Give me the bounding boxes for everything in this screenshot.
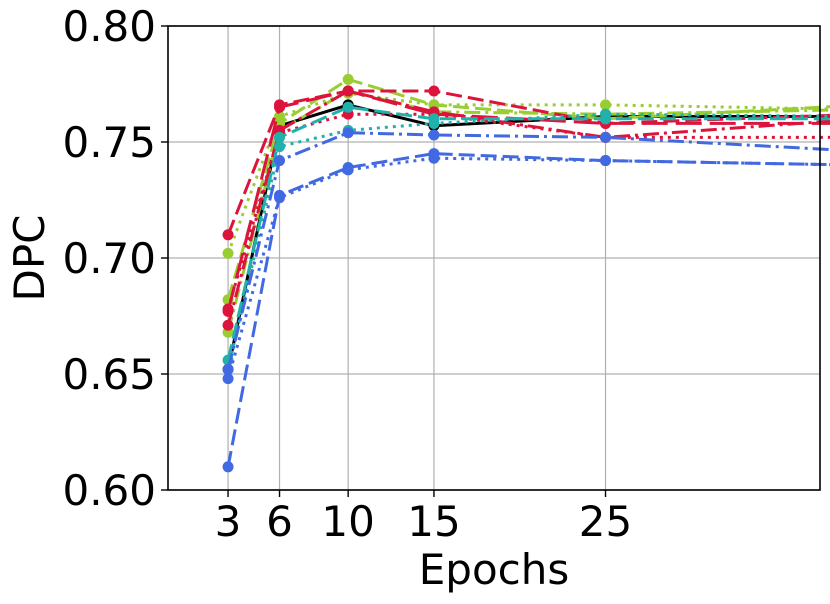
data-point: [222, 461, 234, 473]
data-point: [222, 363, 234, 375]
series-line: [226, 105, 830, 361]
series-line: [226, 89, 830, 236]
data-point: [222, 319, 234, 331]
series-line: [226, 131, 830, 370]
data-point: [222, 305, 234, 317]
data-point: [342, 164, 354, 176]
series-line: [226, 152, 830, 468]
series-5: [222, 108, 830, 315]
series-line: [226, 112, 830, 370]
data-point: [274, 110, 286, 122]
series-line: [226, 89, 830, 312]
y-tick-label: 0.75: [62, 118, 156, 167]
series-12: [222, 127, 830, 375]
data-point: [600, 108, 612, 120]
data-point: [222, 229, 234, 241]
series-8: [222, 101, 830, 366]
y-tick-label: 0.80: [62, 2, 156, 51]
y-tick-label: 0.70: [62, 234, 156, 283]
series-layer: [222, 73, 830, 473]
y-axis-title: DPC: [5, 215, 54, 302]
x-tick-label: 25: [579, 497, 632, 546]
x-tick-label: 6: [266, 497, 293, 546]
series-line: [226, 156, 830, 380]
data-point: [428, 129, 440, 141]
data-point: [428, 85, 440, 97]
data-point: [342, 85, 354, 97]
series-0: [222, 99, 830, 375]
data-point: [274, 141, 286, 153]
data-point: [600, 155, 612, 167]
x-axis-title: Epochs: [419, 545, 570, 594]
series-11: [222, 152, 830, 385]
data-point: [600, 99, 612, 111]
data-point: [274, 101, 286, 113]
y-tick-label: 0.65: [62, 350, 156, 399]
data-point: [274, 131, 286, 143]
data-point: [342, 127, 354, 139]
data-point: [428, 152, 440, 164]
data-point: [222, 373, 234, 385]
ticks: 36101525400.600.650.700.750.80: [62, 2, 632, 546]
x-tick-label: 10: [321, 497, 374, 546]
data-point: [342, 73, 354, 85]
data-point: [428, 117, 440, 129]
data-point: [342, 101, 354, 113]
data-point: [274, 192, 286, 204]
x-tick-label: 3: [215, 497, 242, 546]
x-tick-label: 15: [407, 497, 460, 546]
y-tick-label: 0.60: [62, 466, 156, 515]
series-line: [226, 89, 830, 326]
data-point: [600, 131, 612, 143]
series-10: [222, 148, 830, 473]
series-9: [222, 108, 830, 375]
data-point: [274, 155, 286, 167]
data-point: [222, 247, 234, 259]
